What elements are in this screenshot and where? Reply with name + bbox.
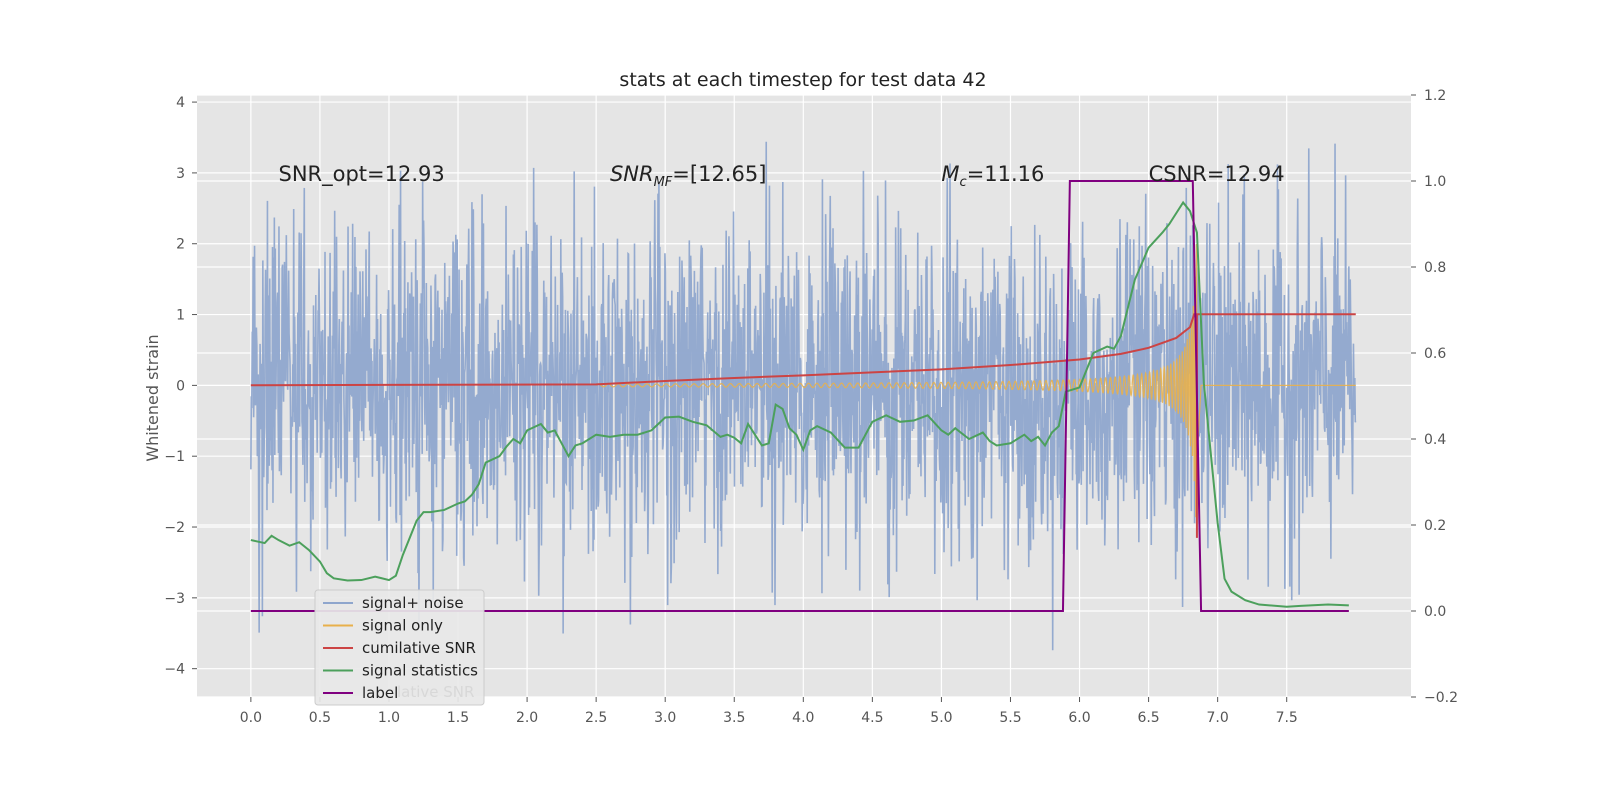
y-tick-label: 1 xyxy=(176,308,185,324)
x-tick-label: 0.5 xyxy=(309,710,331,726)
x-tick-label: 7.5 xyxy=(1276,710,1298,726)
series-signal-statistics xyxy=(250,200,1349,608)
y-tick-label: 2 xyxy=(176,237,185,253)
y2-tick-label: 0.4 xyxy=(1424,432,1446,448)
legend-item-label: signal statistics xyxy=(362,662,478,680)
x-tick-label: 7.0 xyxy=(1207,710,1229,726)
chirp-line xyxy=(595,244,1356,518)
annotation-0: SNR_opt=12.93 xyxy=(278,162,444,187)
series-lines xyxy=(250,180,1356,612)
y-tick-label: 4 xyxy=(176,95,185,111)
annotation-2: Mc=11.16 xyxy=(941,162,1044,190)
annotation-3: CSNR=12.94 xyxy=(1149,162,1285,186)
y2-tick-label: 0.2 xyxy=(1424,518,1446,534)
y-tick-label: −1 xyxy=(164,449,185,465)
x-tick-label: 4.0 xyxy=(792,710,814,726)
x-tick-label: 5.5 xyxy=(999,710,1021,726)
y2-tick-label: 0.0 xyxy=(1424,604,1446,620)
chart-title: stats at each timestep for test data 42 xyxy=(619,69,986,91)
x-tick-label: 6.5 xyxy=(1137,710,1159,726)
x-tick-label: 1.0 xyxy=(378,710,400,726)
y-tick-label: 0 xyxy=(176,378,185,394)
series-label xyxy=(250,180,1349,612)
x-tick-label: 1.5 xyxy=(447,710,469,726)
axes: 0.0 0.5 1.0 1.5 2.0 2.5 3.0 3.5 4.0 4.5 5.0 5.5 6.0 6… xyxy=(164,88,1458,726)
series-cumilative-snr xyxy=(250,313,1356,387)
x-tick-label: 2.0 xyxy=(516,710,538,726)
x-tick-label: 2.5 xyxy=(585,710,607,726)
legend-item-label: label xyxy=(362,684,398,702)
legend-item-label: cumilative SNR xyxy=(362,639,476,657)
legend-item-label: signal+ noise xyxy=(362,594,464,612)
legend-box xyxy=(314,589,485,706)
y-tick-label: −4 xyxy=(164,662,185,678)
series-signal-only xyxy=(595,244,1356,518)
y2-tick-label: 1.2 xyxy=(1424,88,1446,104)
x-tick-label: 5.0 xyxy=(930,710,952,726)
y-tick-label: −2 xyxy=(164,520,185,536)
y2-tick-label: 0.6 xyxy=(1424,346,1446,362)
x-tick-label: 0.0 xyxy=(240,710,262,726)
x-tick-label: 4.5 xyxy=(861,710,883,726)
y-axis-label: Whitened strain xyxy=(143,334,162,461)
x-tick-label: 6.0 xyxy=(1068,710,1090,726)
annotations: SNR_opt=12.93 SNRMF=[12.65] Mc=11.16 CSNR=1… xyxy=(278,162,1284,190)
legend: lative SNR signal+ noise signal only cumila… xyxy=(314,589,485,706)
x-tick-label: 3.5 xyxy=(723,710,745,726)
y-tick-label: −3 xyxy=(164,591,185,607)
y2-tick-label: −0.2 xyxy=(1424,690,1458,706)
series-signal-noise xyxy=(250,141,1357,651)
annotation-1: SNRMF=[12.65] xyxy=(610,162,766,190)
legend-item-label: signal only xyxy=(362,617,443,635)
y2-tick-label: 0.8 xyxy=(1424,260,1446,276)
y-tick-label: 3 xyxy=(176,166,185,182)
x-tick-label: 3.0 xyxy=(654,710,676,726)
y2-tick-label: 1.0 xyxy=(1424,174,1446,190)
noise-line xyxy=(250,141,1357,651)
legend-overlap-text: lative SNR xyxy=(397,683,474,701)
